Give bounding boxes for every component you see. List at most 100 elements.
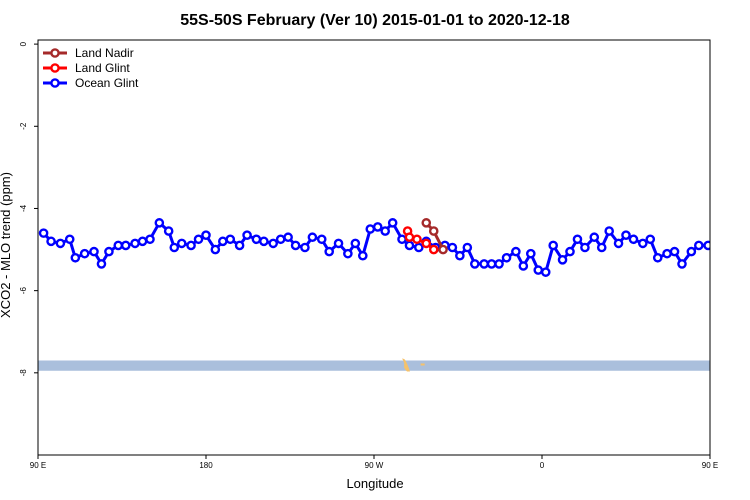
legend-label: Ocean Glint (75, 76, 139, 90)
ocean-glint-point (300, 242, 310, 253)
ocean-glint-point (469, 259, 480, 269)
legend-label: Land Nadir (75, 46, 134, 60)
ocean-glint-point (137, 236, 148, 247)
legend-item-land-glint: Land Glint (43, 61, 130, 75)
ocean-glint-point (176, 238, 187, 249)
ocean-glint-point (734, 219, 741, 226)
ocean-glint-point (397, 234, 407, 245)
ocean-glint-point (501, 252, 512, 263)
ocean-glint-point (259, 236, 269, 247)
ocean-glint-point (596, 242, 607, 253)
ocean-glint-point (719, 240, 726, 247)
ocean-glint-point (64, 234, 75, 245)
land-nadir-point (428, 226, 439, 236)
ocean-glint-point (316, 234, 327, 245)
ocean-glint-point (548, 240, 559, 251)
y-tick-label: 0 (19, 41, 28, 46)
x-tick-label: 0 (540, 461, 545, 470)
ocean-glint-point (275, 234, 286, 245)
ocean-glint-series (38, 218, 749, 277)
ocean-glint-point (652, 252, 663, 263)
legend-label: Land Glint (75, 61, 130, 75)
ocean-glint-point (462, 242, 473, 253)
ocean-glint-point (662, 248, 672, 259)
ocean-glint-point (104, 246, 114, 257)
ocean-glint-point (638, 238, 648, 249)
ocean-glint-point (645, 234, 656, 245)
legend-marker (50, 78, 60, 88)
land-patch (402, 358, 410, 372)
ocean-glint-point (145, 234, 155, 245)
land-glint-point (412, 234, 422, 245)
land-glint-series (402, 226, 439, 255)
land-nadir-series (421, 218, 448, 255)
ocean-glint-point (70, 252, 81, 263)
ocean-glint-point (413, 242, 424, 253)
land-nadir-point (421, 218, 432, 228)
ocean-glint-point (669, 246, 680, 257)
ocean-glint-point (494, 259, 504, 269)
x-tick-label: 90 E (702, 461, 718, 470)
ocean-glint-point (201, 230, 211, 240)
ocean-glint-point (455, 250, 465, 261)
ocean-glint-point (234, 240, 245, 251)
ocean-glint-point (154, 218, 165, 228)
ocean-glint-point (251, 234, 262, 245)
ocean-glint-point (79, 248, 90, 259)
chart-title: 55S-50S February (Ver 10) 2015-01-01 to … (180, 12, 570, 29)
ocean-glint-point (268, 238, 279, 249)
ocean-glint-point (210, 244, 221, 255)
ocean-glint-point (694, 240, 704, 251)
ocean-glint-point (186, 240, 196, 251)
land-nadir-point (438, 244, 448, 255)
x-tick-label: 90 W (365, 461, 384, 470)
ocean-glint-point (225, 234, 236, 245)
ocean-glint-point (677, 259, 687, 269)
ocean-glint-point (447, 242, 458, 253)
y-tick-label: -6 (19, 287, 28, 295)
ocean-glint-point (526, 248, 536, 259)
land-glint-point (404, 232, 415, 243)
ocean-glint-point (540, 267, 551, 277)
land-glint-point (421, 238, 432, 249)
ocean-glint-point (96, 259, 107, 269)
ocean-glint-point (169, 242, 180, 253)
ocean-glint-point (589, 232, 600, 243)
ocean-glint-point (742, 227, 749, 234)
ocean-glint-point (613, 238, 624, 249)
ocean-glint-point (404, 240, 415, 251)
ocean-glint-point (727, 236, 734, 243)
ocean-glint-point (712, 240, 719, 247)
x-axis-label: Longitude (346, 476, 403, 491)
ocean-glint-point (55, 238, 66, 249)
ocean-glint-point (565, 246, 575, 257)
ocean-glint-point (89, 246, 99, 257)
ocean-glint-point (572, 234, 583, 245)
ocean-glint-point (38, 228, 49, 238)
ocean-glint-point (46, 236, 56, 247)
ocean-glint-point (511, 246, 521, 257)
y-axis-label: XCO2 - MLO trend (ppm) (0, 172, 13, 318)
legend-marker (50, 48, 60, 58)
ocean-glint-point (193, 234, 204, 245)
ocean-glint-point (372, 222, 383, 232)
ocean-glint-point (557, 255, 568, 265)
ocean-glint-point (343, 248, 353, 259)
x-tick-label: 180 (199, 461, 213, 470)
legend-item-land-nadir: Land Nadir (43, 46, 134, 60)
ocean-glint-point (120, 240, 131, 251)
ocean-glint-point (686, 246, 697, 257)
ocean-glint-point (130, 238, 140, 249)
ocean-glint-point (350, 238, 361, 249)
ocean-glint-point (479, 259, 489, 269)
y-tick-label: -4 (19, 204, 28, 212)
x-tick-label: 90 E (30, 461, 46, 470)
ocean-glint-point (290, 240, 301, 251)
ocean-glint-point (703, 240, 710, 251)
legend-item-ocean-glint: Ocean Glint (43, 76, 139, 90)
y-tick-label: -2 (19, 122, 28, 130)
x-axis: 90 E 180 90 W 0 90 E (30, 455, 718, 470)
ocean-glint-point (580, 242, 590, 253)
